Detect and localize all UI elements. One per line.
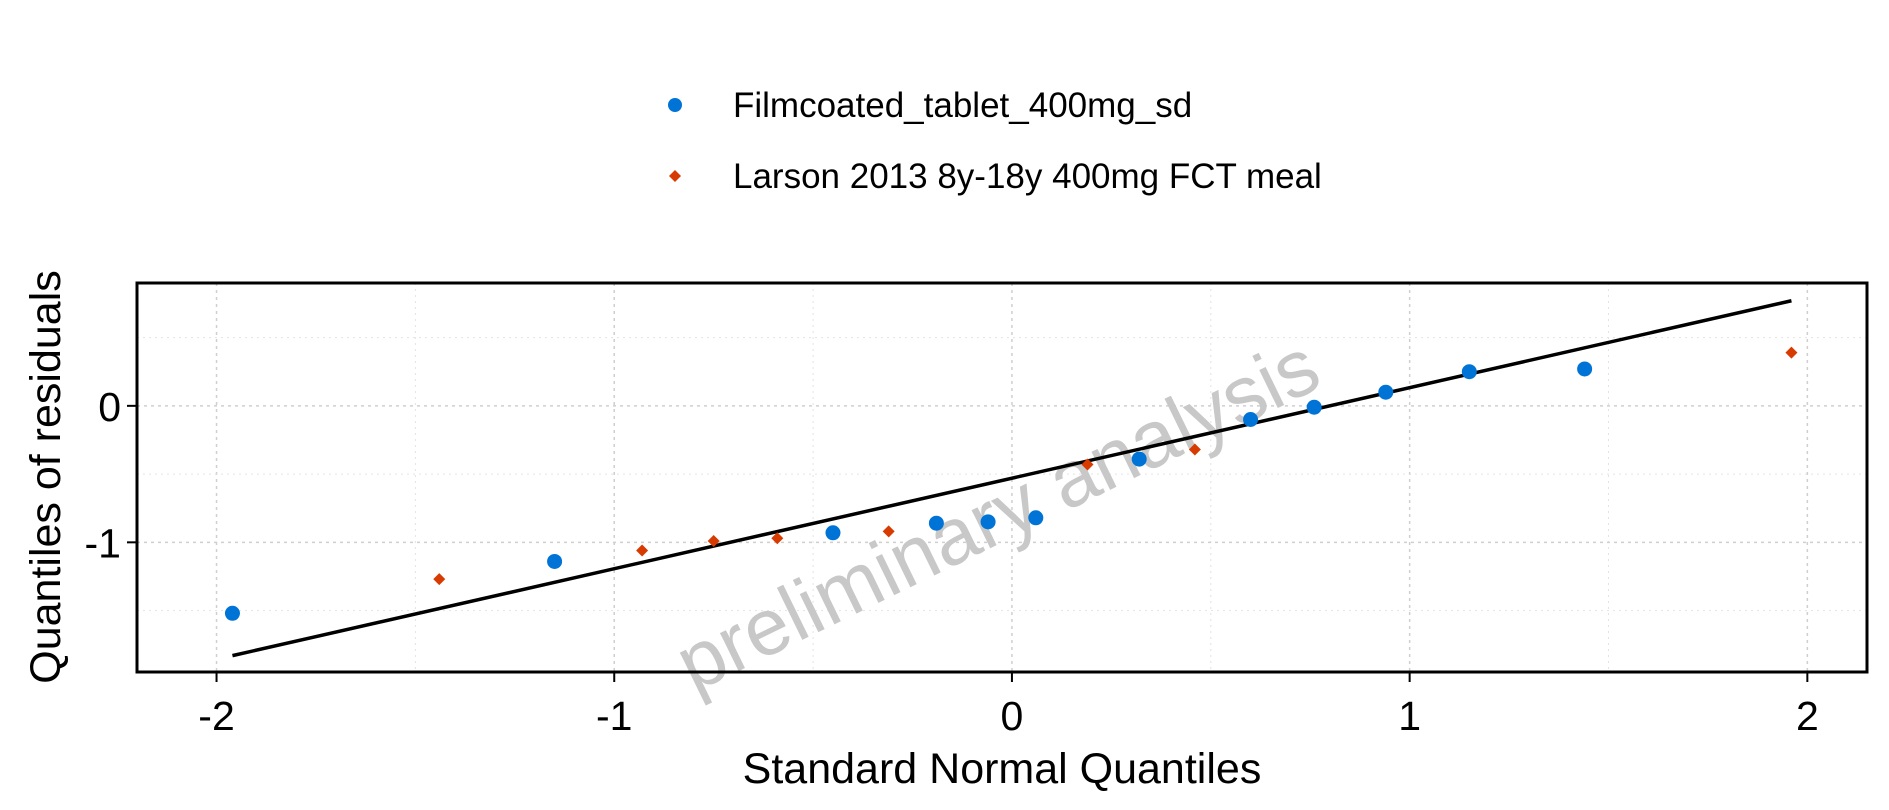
point-series1-2 — [707, 534, 720, 547]
data-points — [224, 346, 1798, 621]
point-series1-3 — [771, 532, 784, 545]
x-tick-label-0: -2 — [198, 693, 234, 739]
point-series0-10 — [1461, 364, 1477, 380]
point-series1-5 — [1081, 458, 1094, 471]
point-series1-4 — [882, 525, 895, 538]
y-tick-label-0: -1 — [85, 520, 121, 566]
point-series1-1 — [636, 544, 649, 557]
legend-label-larson: Larson 2013 8y-18y 400mg FCT meal — [733, 157, 1322, 196]
x-tick-label-1: -1 — [596, 693, 632, 739]
point-series1-0 — [433, 573, 446, 586]
point-series0-3 — [928, 515, 944, 531]
x-tick-label-4: 2 — [1796, 693, 1819, 739]
point-series0-2 — [825, 525, 841, 541]
reference-line-group — [232, 299, 1792, 658]
point-series0-8 — [1306, 399, 1322, 415]
legend-marker-larson — [669, 170, 681, 182]
legend: Filmcoated_tablet_400mg_sd Larson 2013 8… — [668, 86, 1322, 196]
point-series0-11 — [1577, 361, 1593, 377]
point-series0-5 — [1028, 510, 1044, 526]
point-series0-0 — [224, 605, 240, 621]
point-series1-7 — [1785, 346, 1798, 359]
point-series0-6 — [1131, 451, 1147, 467]
legend-marker-filmcoated — [668, 98, 682, 112]
x-axis-ticks: -2 -1 0 1 2 — [198, 672, 1819, 739]
point-series0-4 — [980, 514, 996, 530]
point-series1-6 — [1188, 443, 1201, 456]
point-series0-1 — [547, 553, 563, 569]
x-axis-title: Standard Normal Quantiles — [743, 745, 1262, 793]
point-series0-7 — [1243, 411, 1259, 427]
watermark-text: preliminary analysis — [662, 320, 1332, 708]
y-axis-title: Quantiles of residuals — [22, 270, 70, 684]
y-tick-label-1: 0 — [98, 384, 121, 430]
point-series0-9 — [1378, 384, 1394, 400]
y-axis-ticks: -1 0 — [85, 384, 137, 566]
plot-panel-border — [135, 281, 1869, 674]
x-tick-label-2: 0 — [1001, 693, 1024, 739]
legend-label-filmcoated: Filmcoated_tablet_400mg_sd — [733, 86, 1192, 125]
reference-line — [232, 299, 1792, 658]
x-tick-label-3: 1 — [1398, 693, 1421, 739]
